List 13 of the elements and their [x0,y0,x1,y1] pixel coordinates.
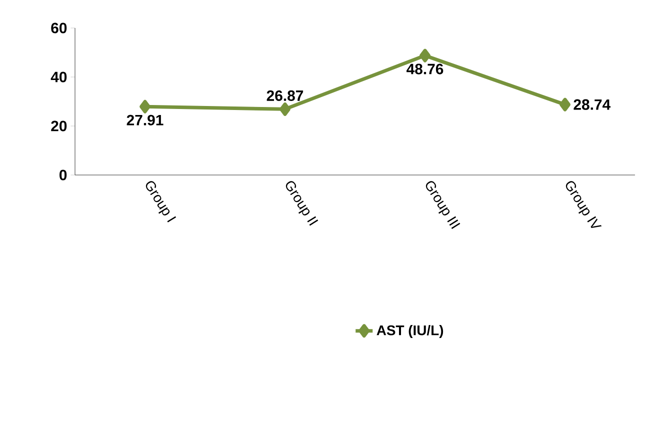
data-label: 48.76 [406,64,444,74]
data-label: 27.91 [126,114,164,126]
y-tick-label: 20 [51,120,67,132]
point [140,100,151,114]
point [280,102,291,116]
point [560,98,571,112]
data-label: 28.74 [574,99,611,110]
point [420,48,431,62]
y-tick-label: 0 [60,170,67,180]
y-tick-label: 60 [51,22,67,34]
legend-label: AST (IU/L) [376,325,444,338]
y-tick-label: 40 [50,72,67,82]
data-label: 26.87 [266,90,304,101]
